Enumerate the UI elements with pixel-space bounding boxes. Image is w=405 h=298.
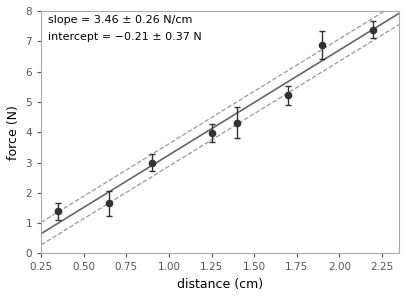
Y-axis label: force (N): force (N)	[7, 105, 20, 160]
Text: intercept = −0.21 ± 0.37 N: intercept = −0.21 ± 0.37 N	[48, 32, 201, 42]
X-axis label: distance (cm): distance (cm)	[177, 278, 262, 291]
Text: slope = 3.46 ± 0.26 N/cm: slope = 3.46 ± 0.26 N/cm	[48, 15, 192, 26]
